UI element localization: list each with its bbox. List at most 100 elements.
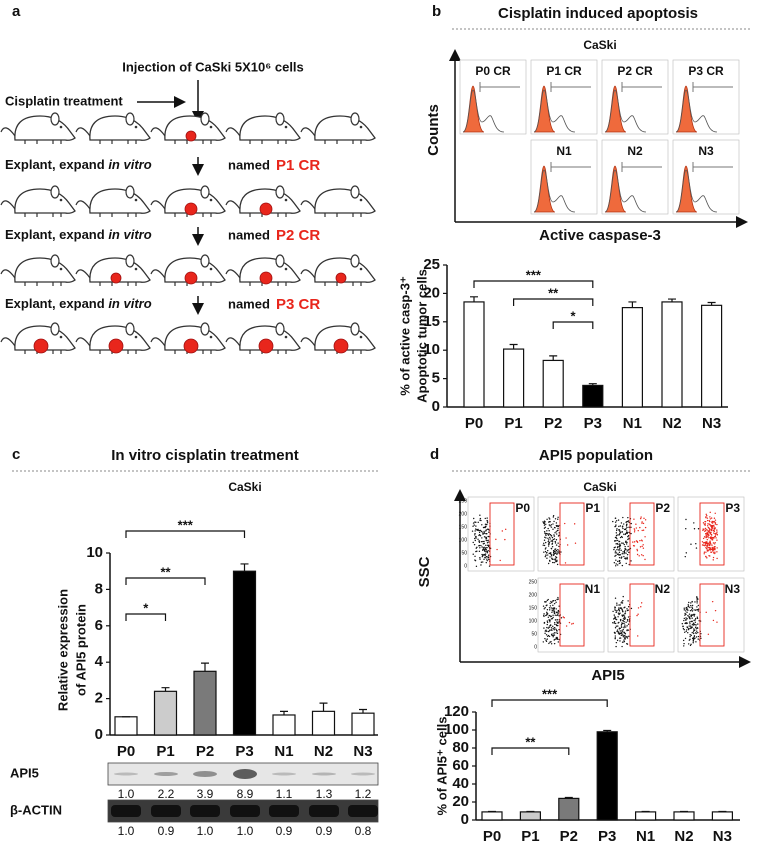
mouse [14, 188, 76, 214]
mouse [314, 115, 376, 141]
dot [696, 616, 698, 618]
dot [620, 557, 622, 559]
dot [618, 627, 621, 629]
dot [483, 532, 486, 534]
dot [642, 544, 644, 546]
dot [480, 561, 483, 563]
dot [703, 536, 706, 538]
dot [548, 530, 550, 532]
dot [623, 620, 625, 623]
dot [558, 628, 560, 631]
blot-value: 1.0 [237, 824, 254, 838]
x-tick-label: P0 [117, 743, 135, 760]
dot [613, 548, 615, 551]
dot [549, 525, 551, 527]
dot [706, 530, 708, 532]
dot [697, 638, 699, 640]
dot [499, 559, 501, 562]
dot [621, 614, 623, 616]
dot [554, 548, 557, 550]
dot [553, 632, 556, 634]
dot [476, 528, 478, 531]
dot [614, 627, 617, 629]
dot [622, 618, 625, 620]
dot [546, 620, 549, 622]
dot [615, 645, 617, 648]
bar [542, 359, 564, 408]
dot [615, 641, 618, 644]
dot [684, 555, 686, 558]
dot [547, 598, 549, 601]
dot [483, 530, 485, 533]
dot [542, 605, 545, 607]
dot [553, 607, 556, 609]
blot-value: 8.9 [237, 787, 254, 801]
dot [624, 545, 626, 548]
dot [558, 611, 560, 613]
dot [473, 524, 475, 526]
histogram-label: N2 [627, 144, 643, 158]
dot [473, 537, 476, 540]
dot [621, 626, 623, 629]
dot [685, 528, 687, 530]
dot [556, 529, 559, 532]
dot [626, 553, 629, 556]
dot [633, 518, 635, 520]
dot [556, 533, 558, 535]
dot [544, 630, 547, 632]
dot [558, 638, 560, 641]
mouse-ear [125, 254, 135, 268]
gate-marker [621, 82, 662, 92]
tumor [335, 272, 347, 284]
error-bar [201, 662, 209, 672]
dot [625, 528, 627, 530]
dot [619, 531, 622, 534]
dot [616, 630, 618, 633]
dot [694, 621, 697, 623]
mouse-eye [359, 125, 363, 129]
dot [476, 550, 478, 552]
dot [482, 561, 484, 563]
dot [551, 611, 553, 613]
dot [690, 627, 692, 629]
error-bar [240, 563, 249, 572]
dotplot-tick-label: 100 [459, 537, 468, 543]
dot [542, 521, 544, 523]
x-tick-label: N1 [274, 743, 293, 760]
mouse-tail [225, 337, 241, 347]
dot [714, 534, 717, 536]
dot [612, 622, 614, 624]
dot [553, 634, 556, 636]
mouse [239, 257, 301, 283]
dot [480, 544, 482, 547]
step-text-part: Explant, expand [5, 157, 108, 172]
bar [272, 714, 296, 736]
dot [681, 623, 684, 625]
dot [557, 542, 559, 544]
dot [496, 548, 498, 551]
dot [618, 608, 620, 611]
x-tick-label: P2 [560, 828, 578, 845]
dot [550, 633, 553, 636]
dot [565, 537, 567, 539]
mouse-tail [300, 200, 316, 210]
dot [713, 528, 716, 530]
dot [620, 625, 623, 627]
dot [618, 540, 620, 543]
dot [550, 627, 553, 629]
dot [707, 523, 709, 525]
dot [549, 605, 552, 607]
y-tick-label: 0 [461, 811, 469, 828]
dot [640, 554, 643, 556]
mouse-eye [209, 267, 213, 271]
dot [543, 539, 546, 541]
dot [621, 622, 623, 624]
dot [714, 519, 717, 521]
dot [685, 607, 687, 609]
dot [710, 536, 712, 538]
dot [624, 606, 626, 608]
dot [696, 608, 699, 611]
dot [706, 549, 708, 551]
dot [714, 523, 717, 525]
dot [685, 518, 687, 521]
